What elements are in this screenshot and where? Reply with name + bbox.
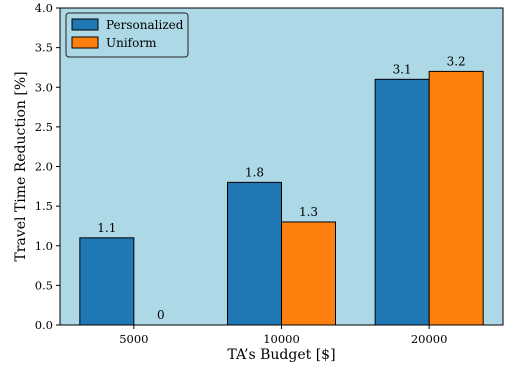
x-axis-label: TA’s Budget [$] [227,347,335,363]
y-axis-label: Travel Time Reduction [%] [13,71,29,261]
y-tick-label: 0.5 [35,278,53,292]
data-label: 1.8 [245,165,264,179]
legend-swatch-personalized [71,18,99,31]
data-labels-group: 1.1 1.8 3.1 0 1.3 3.2 [97,54,465,322]
data-label: 0 [157,308,165,322]
data-label: 1.3 [299,205,318,219]
y-tick-label: 0.0 [35,318,53,332]
bar-personalized-5000 [79,237,135,326]
y-tick-label: 1.5 [35,199,53,213]
bar-personalized-10000 [227,181,282,326]
data-label: 3.1 [393,62,412,76]
legend-swatch-uniform [71,36,99,49]
x-tick-label: 10000 [263,332,300,346]
x-tick-label: 5000 [119,332,148,346]
data-label: 3.2 [447,54,466,68]
y-tick-label: 4.0 [35,1,53,15]
x-tick-label: 20000 [411,332,448,346]
bars-group [79,70,484,326]
data-label: 1.1 [97,221,116,235]
bar-personalized-20000 [374,78,430,326]
bar-uniform-20000 [428,70,484,326]
y-tick-label: 2.0 [35,160,53,174]
x-axis: 5000 10000 20000 [119,325,447,346]
y-tick-label: 3.5 [35,41,53,55]
y-tick-label: 1.0 [35,239,53,253]
plot-frame [59,7,504,326]
bar-uniform-10000 [281,221,336,326]
y-axis: 0.0 0.5 1.0 1.5 2.0 2.5 3.0 3.5 4.0 [35,1,60,332]
y-tick-label: 3.0 [35,80,53,94]
y-tick-label: 2.5 [35,120,53,134]
legend-label-personalized: Personalized [106,18,184,32]
legend: Personalized Uniform [65,12,189,58]
legend-label-uniform: Uniform [106,36,157,50]
